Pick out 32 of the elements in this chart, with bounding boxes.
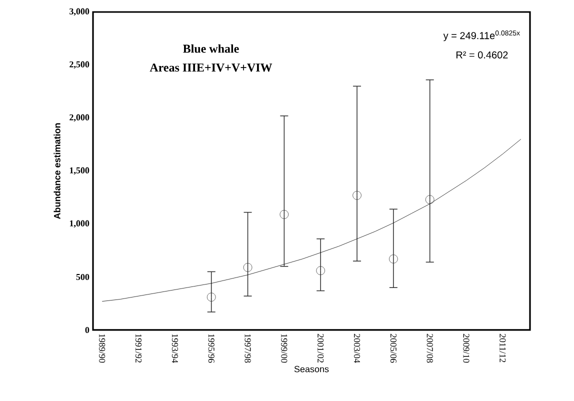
x-tick-label: 1991/92 bbox=[135, 334, 142, 363]
y-axis-title: Abundance estimation bbox=[54, 123, 60, 220]
point bbox=[243, 263, 252, 272]
point bbox=[389, 254, 398, 264]
x-tick-label: 2011/12 bbox=[500, 334, 506, 362]
point bbox=[280, 210, 289, 219]
point bbox=[425, 195, 434, 204]
y-tick-label: 2,500 bbox=[70, 61, 90, 69]
y-tick-label: 2,000 bbox=[70, 114, 90, 122]
x-tick-label: 2009/10 bbox=[463, 334, 470, 363]
y-tick-label: 1,500 bbox=[70, 167, 90, 175]
x-tick-label: 2005/06 bbox=[390, 334, 396, 363]
point bbox=[316, 266, 326, 276]
y-tick-label: 3,000 bbox=[70, 8, 90, 16]
x-tick-label: 2003/04 bbox=[354, 334, 360, 363]
x-tick-label: 2001/02 bbox=[318, 334, 324, 363]
x-tick-label: 2007/08 bbox=[426, 334, 433, 363]
annotation: y = 249.11e$^{0.0825x}$ bbox=[443, 30, 520, 42]
text: Areas IIIE+IV+V+VIW bbox=[150, 64, 272, 72]
y-tick-label: 500 bbox=[76, 274, 90, 280]
y-tick-label: 0 bbox=[85, 326, 90, 334]
x-axis-title: Seasons bbox=[294, 366, 329, 372]
x-tick-label: 1989/90 bbox=[99, 334, 106, 363]
x-tick-label: 1993/94 bbox=[172, 334, 178, 363]
x-tick-label: 1999/00 bbox=[281, 334, 288, 363]
x-tick-label: 1995/96 bbox=[208, 334, 214, 363]
annotation: R² = 0.4602 bbox=[456, 51, 508, 58]
y-tick-label: 1,000 bbox=[70, 220, 90, 228]
x-tick-label: 1997/98 bbox=[244, 334, 251, 363]
point bbox=[352, 190, 362, 200]
point bbox=[206, 292, 216, 302]
text: Blue whale bbox=[183, 44, 239, 53]
